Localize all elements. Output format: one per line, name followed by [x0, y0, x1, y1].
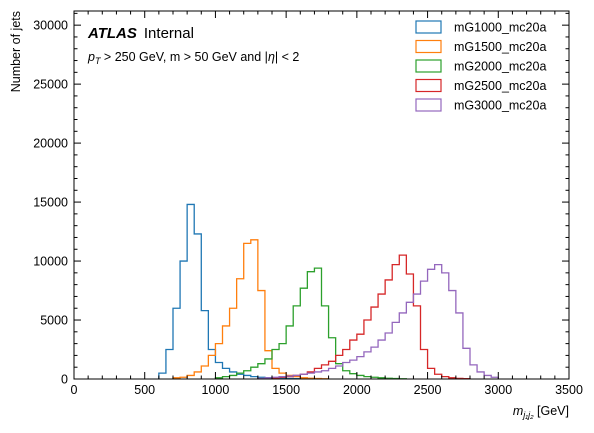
axis-ticks: 0 500 1000 1500 2000 2500 3000 3500 0 5000 10000 15… [33, 11, 583, 397]
cut-text: > 250 GeV, m > 50 GeV and | [100, 50, 267, 64]
legend-entry: mG1000_mc20a [415, 20, 546, 35]
x-tick-label: 2000 [343, 383, 371, 397]
legend-label: mG1000_mc20a [454, 21, 546, 35]
x-tick-label: 3500 [555, 383, 583, 397]
legend: mG1000_mc20a mG1500_mc20a mG2000_mc20a mG25… [415, 20, 546, 113]
legend-swatch [415, 78, 442, 93]
cut-eta-symbol: η [268, 50, 275, 64]
x-axis-label-unit: [GeV] [534, 404, 569, 418]
legend-swatch [415, 59, 442, 73]
x-axis-label-symbol: m [513, 404, 523, 418]
cut-text-end: | < 2 [275, 50, 299, 64]
legend-label: mG3000_mc20a [454, 99, 546, 113]
legend-entry: mG1500_mc20a [415, 39, 546, 54]
legend-swatch [415, 20, 442, 34]
x-tick-label: 2500 [414, 383, 442, 397]
x-tick-label: 1000 [202, 383, 230, 397]
legend-label: mG2500_mc20a [454, 79, 546, 93]
series-mG2000_mc20a [214, 267, 408, 380]
legend-entry: mG2000_mc20a [415, 59, 546, 74]
legend-swatch [415, 39, 442, 54]
cut-pt-symbol: p [87, 50, 95, 64]
y-tick-label: 10000 [33, 255, 68, 269]
x-axis-label-subscript: j₁j₂ [522, 410, 534, 420]
legend-label: mG1500_mc20a [454, 40, 546, 54]
experiment-name: ATLAS [87, 25, 137, 42]
series-mG2500_mc20a [271, 254, 471, 380]
x-tick-label: 1500 [272, 383, 300, 397]
y-tick-label: 5000 [40, 314, 68, 328]
y-tick-label: 30000 [33, 19, 68, 33]
plot-frame [73, 10, 570, 380]
histogram-series-layer [158, 203, 499, 380]
x-axis-label: mj₁j₂ [GeV] [513, 404, 569, 420]
y-tick-label: 25000 [33, 78, 68, 92]
y-tick-label: 0 [61, 373, 68, 387]
x-tick-label: 3000 [484, 383, 512, 397]
y-axis-label: Number of jets [9, 11, 23, 92]
legend-entry: mG3000_mc20a [415, 98, 546, 113]
legend-label: mG2000_mc20a [454, 60, 546, 74]
atlas-label: ATLAS Internal [87, 25, 194, 42]
x-tick-label: 500 [134, 383, 155, 397]
status-label: Internal [144, 25, 194, 42]
legend-swatch [415, 98, 442, 112]
legend-entry: mG2500_mc20a [415, 78, 546, 93]
selection-cut-label: pT > 250 GeV, m > 50 GeV and |η| < 2 [87, 50, 299, 66]
y-tick-label: 15000 [33, 196, 68, 210]
series-mG3000_mc20a [257, 263, 499, 380]
y-tick-label: 20000 [33, 137, 68, 151]
series-mG1500_mc20a [172, 239, 330, 380]
x-tick-label: 0 [71, 383, 78, 397]
cut-pt-subscript: T [95, 56, 102, 66]
series-mG1000_mc20a [158, 203, 309, 380]
